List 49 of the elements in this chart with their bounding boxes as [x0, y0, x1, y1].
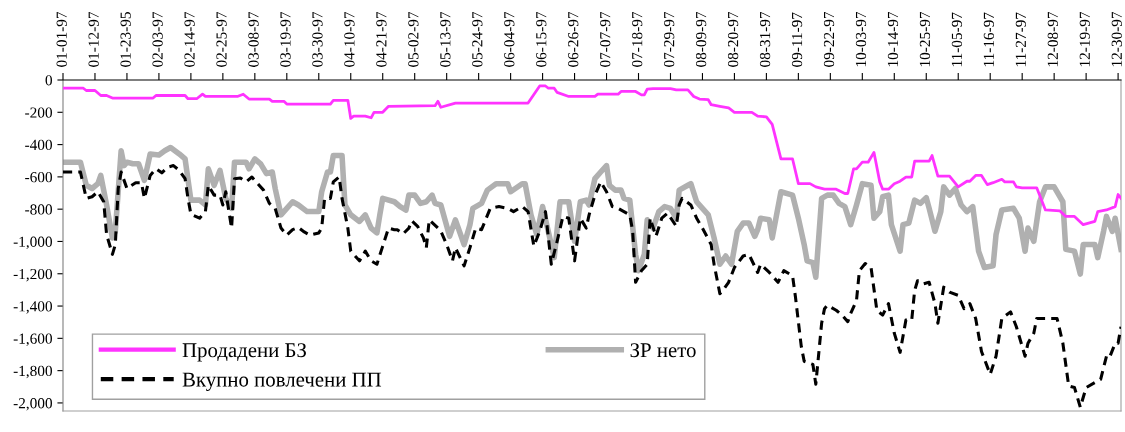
x-tick-label: 04-21-97	[376, 11, 387, 67]
legend-label: Продадени БЗ	[182, 343, 306, 362]
x-tick-label: 03-19-97	[280, 11, 291, 67]
x-tick-label: 03-30-97	[312, 11, 323, 67]
x-tick-label: 10-03-97	[855, 11, 867, 67]
y-tick-label: -600	[25, 172, 52, 183]
x-tick-label: 06-15-97	[536, 11, 547, 67]
y-tick-label: -1,800	[13, 365, 52, 379]
x-tick-label: 10-14-97	[887, 11, 899, 67]
y-tick-label: -1,000	[13, 236, 52, 250]
x-tick-label: 01-01-97	[56, 11, 67, 67]
x-tick-label: 08-31-97	[759, 11, 771, 67]
x-tick-label: 05-13-97	[440, 11, 451, 67]
x-tick-label: 02-25-97	[216, 11, 227, 67]
y-tick-label: 0	[45, 75, 52, 86]
legend-label: Вкупно повлечени ПП	[182, 372, 382, 391]
x-tick-label: 01-12-97	[88, 11, 99, 67]
y-tick-label: -1,600	[13, 333, 52, 346]
x-tick-label: 05-24-97	[472, 11, 483, 67]
x-tick-label: 08-20-97	[727, 11, 739, 67]
x-tick-label: 11-16-97	[983, 12, 995, 67]
x-tick-label: 04-10-97	[344, 11, 355, 67]
x-tick-label: 12-30-97	[1111, 11, 1122, 67]
x-tick-label: 12-08-97	[1047, 11, 1058, 67]
x-tick-label: 09-11-97	[791, 12, 803, 67]
x-tick-label: 02-03-97	[152, 11, 163, 67]
x-tick-label: 05-02-97	[408, 11, 419, 67]
x-tick-label: 07-18-97	[632, 11, 643, 67]
x-tick-label: 02-14-97	[184, 11, 195, 67]
x-tick-label: 06-26-97	[568, 11, 579, 67]
y-tick-label: -800	[25, 204, 52, 215]
x-tick-label: 09-22-97	[823, 11, 835, 67]
y-tick-label: -200	[25, 107, 52, 118]
legend-label: ЗР нето	[630, 343, 696, 358]
y-tick-label: -2,000	[13, 398, 52, 411]
y-tick-label: -400	[25, 139, 52, 151]
x-tick-label: 07-29-97	[663, 11, 675, 67]
x-tick-label: 10-25-97	[919, 11, 931, 67]
x-tick-label: 07-07-97	[600, 11, 611, 67]
x-tick-label: 11-05-97	[951, 12, 963, 67]
x-tick-label: 01-23-95	[120, 12, 131, 67]
line-series	[63, 84, 1121, 227]
x-tick-label: 03-08-97	[248, 11, 259, 67]
x-tick-label: 06-04-97	[504, 11, 515, 67]
y-tick-label: -1,400	[13, 301, 52, 314]
y-tick-label: -1,200	[13, 268, 52, 282]
x-tick-label: 11-27-97	[1015, 12, 1026, 67]
x-tick-label: 12-19-97	[1079, 11, 1090, 67]
x-tick-label: 08-09-97	[695, 11, 707, 67]
